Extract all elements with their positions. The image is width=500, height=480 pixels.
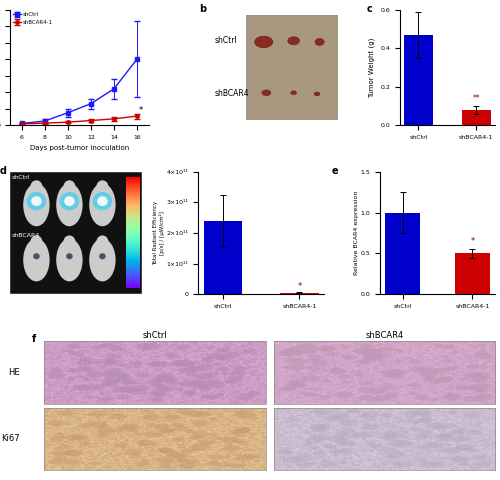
Bar [404,35,433,125]
Text: shBCAR4: shBCAR4 [12,233,40,238]
Ellipse shape [64,196,74,206]
Ellipse shape [33,253,40,259]
Ellipse shape [92,192,112,210]
Ellipse shape [288,37,300,45]
Text: shCtrl: shCtrl [214,36,237,45]
Ellipse shape [56,239,82,281]
Ellipse shape [30,180,42,192]
Ellipse shape [290,91,296,95]
Ellipse shape [315,38,324,46]
Bar [462,110,490,125]
Text: shCtrl: shCtrl [12,175,30,180]
Ellipse shape [56,183,82,226]
Ellipse shape [64,236,76,248]
Bar [386,213,420,294]
X-axis label: Days post-tumor inoculation: Days post-tumor inoculation [30,145,129,151]
Ellipse shape [262,90,271,96]
Ellipse shape [89,239,116,281]
Text: *: * [470,238,474,246]
Text: b: b [199,4,206,14]
Y-axis label: HE: HE [8,368,20,377]
Ellipse shape [254,36,273,48]
Ellipse shape [60,192,80,210]
Text: e: e [332,166,338,176]
Bar [246,15,336,120]
Ellipse shape [23,239,50,281]
Ellipse shape [23,183,50,226]
Title: shCtrl: shCtrl [142,331,168,340]
Ellipse shape [96,236,108,248]
Ellipse shape [314,92,320,96]
Y-axis label: Tumor Weight (g): Tumor Weight (g) [368,37,374,97]
Y-axis label: Relative BCAR4 expression: Relative BCAR4 expression [354,191,360,275]
Legend: shCtrl, shBCAR4-1: shCtrl, shBCAR4-1 [13,12,53,25]
Bar [280,293,318,294]
Y-axis label: Ki67: Ki67 [1,434,20,444]
Ellipse shape [31,196,42,206]
Text: **: ** [472,94,480,103]
Text: f: f [32,335,36,344]
Ellipse shape [26,192,46,210]
Title: shBCAR4: shBCAR4 [365,331,404,340]
Text: c: c [366,4,372,14]
Y-axis label: Total Radiant Efficiency
[p/s] / [μW/cm²]: Total Radiant Efficiency [p/s] / [μW/cm²… [153,201,165,265]
Text: *: * [297,282,302,291]
Ellipse shape [99,253,105,259]
Ellipse shape [89,183,116,226]
Ellipse shape [96,180,108,192]
Text: d: d [0,166,6,176]
Ellipse shape [66,253,72,259]
Bar [204,221,242,294]
Ellipse shape [97,196,108,206]
Ellipse shape [64,180,76,192]
Text: *: * [139,106,143,115]
Bar [455,253,490,294]
Ellipse shape [30,236,42,248]
Text: shBCAR4: shBCAR4 [214,89,249,98]
